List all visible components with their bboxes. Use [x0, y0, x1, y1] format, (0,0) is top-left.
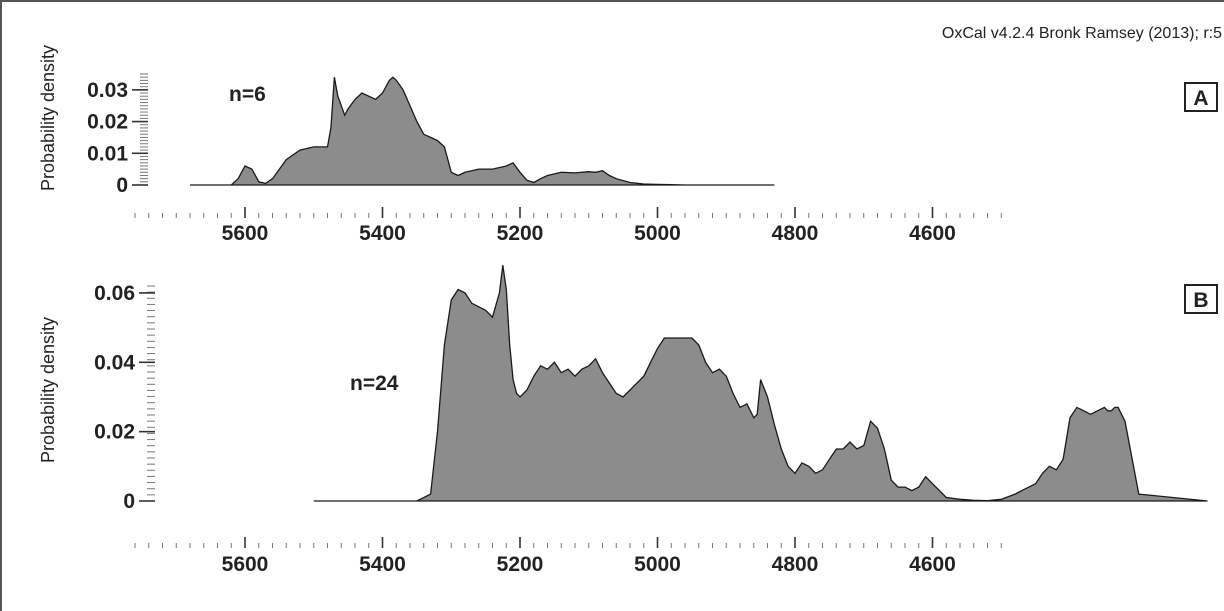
density-plot-b	[313, 265, 1208, 502]
density-plot-a	[190, 76, 775, 186]
credit-text: OxCal v4.2.4 Bronk Ramsey (2013); r:5	[942, 25, 1222, 42]
density-area-b	[313, 265, 1208, 502]
sample-size-label-b: n=24	[350, 372, 399, 395]
x-tick-label-a: 5400	[359, 222, 406, 245]
y-tick-label-a: 0.01	[87, 142, 128, 165]
panel-letter-box-b	[1184, 284, 1218, 314]
x-tick-label-a: 5000	[634, 222, 681, 245]
y-tick-label-b: 0.06	[94, 282, 135, 305]
x-axis-b: 5600 5400 5200 5000 4800 4600	[134, 537, 1002, 576]
y-tick-label-a: 0.02	[87, 111, 128, 134]
x-axis-a: 5600 5400 5200 5000 4800 4600	[134, 207, 1002, 245]
panel-letter-box-a	[1184, 82, 1218, 112]
panel-a: 0.03 0.02 0.01 0 5600 5400 5200 5000 4800 4600 P…	[38, 45, 1218, 245]
x-tick-label-b: 4800	[772, 553, 819, 576]
panel-b: 0.06 0.04 0.02 0 5600 5400 5200 5000 4800 4600 P…	[38, 265, 1218, 576]
x-tick-label-a: 5600	[222, 222, 269, 245]
panel-letter-b: B	[1193, 289, 1208, 312]
y-tick-label-b: 0.04	[94, 351, 135, 374]
x-tick-label-a: 4600	[909, 222, 956, 245]
x-tick-label-a: 4800	[772, 222, 819, 245]
sample-size-label-a: n=6	[229, 83, 266, 106]
y-axis-a: 0.03 0.02 0.01 0	[87, 73, 148, 197]
x-tick-label-b: 5400	[359, 553, 406, 576]
x-tick-label-a: 5200	[497, 222, 544, 245]
y-axis-b: 0.06 0.04 0.02 0	[94, 282, 155, 513]
y-axis-label-a: Probability density	[38, 45, 58, 191]
x-tick-label-b: 5200	[497, 553, 544, 576]
x-tick-label-b: 4600	[909, 553, 956, 576]
x-tick-label-b: 5000	[634, 553, 681, 576]
panel-letter-a: A	[1193, 87, 1208, 110]
y-tick-label-a: 0	[116, 174, 128, 197]
x-tick-label-b: 5600	[222, 553, 269, 576]
y-axis-label-b: Probability density	[38, 317, 58, 463]
y-tick-label-b: 0.02	[94, 421, 135, 444]
y-tick-label-b: 0	[123, 490, 135, 513]
y-tick-label-a: 0.03	[87, 79, 128, 102]
density-area-a	[190, 76, 775, 186]
